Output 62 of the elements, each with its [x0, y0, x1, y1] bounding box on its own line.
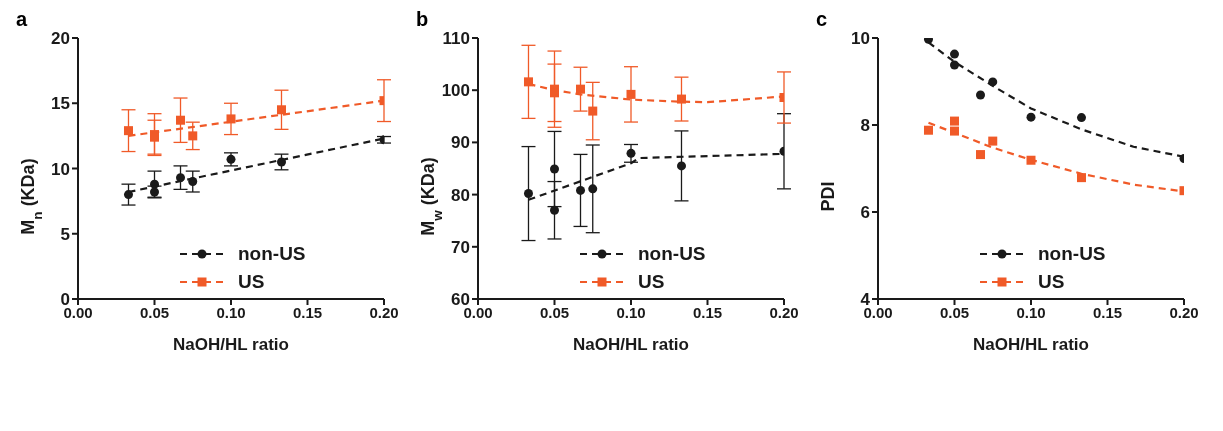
legend-label: non-US — [638, 243, 706, 265]
point — [176, 115, 186, 125]
point — [176, 173, 186, 183]
x-tick-label: 0.05 — [539, 303, 570, 321]
x-tick-label: 0.10 — [616, 303, 646, 321]
y-tick-label: 5 — [60, 224, 70, 244]
x-tick-label: 0.20 — [769, 303, 799, 321]
x-tick-label: 0.10 — [1016, 303, 1046, 321]
x-tick-label: 0.05 — [139, 303, 170, 321]
chart-title: c — [816, 8, 828, 31]
x-tick-label: 0.20 — [1169, 303, 1199, 321]
point — [976, 150, 986, 160]
chart-title: a — [16, 8, 28, 31]
point — [576, 185, 586, 195]
y-tick-label: 90 — [451, 133, 470, 153]
point — [523, 189, 533, 199]
point — [976, 90, 986, 100]
legend-label: US — [238, 271, 265, 293]
y-tick-label: 8 — [860, 116, 870, 136]
legend-label: US — [1038, 271, 1065, 293]
x-tick-label: 0.15 — [1092, 303, 1123, 321]
y-tick-label: 110 — [442, 29, 470, 49]
point — [988, 136, 998, 146]
x-axis-title: NaOH/HL ratio — [973, 335, 1089, 354]
x-tick-label: 0.15 — [292, 303, 323, 321]
legend-label: non-US — [238, 243, 306, 265]
x-tick-label: 0.20 — [369, 303, 399, 321]
point — [626, 148, 636, 158]
point — [276, 105, 286, 115]
y-tick-label: 20 — [51, 29, 70, 49]
point — [588, 184, 598, 194]
point — [923, 125, 933, 135]
y-tick-label: 10 — [851, 29, 870, 49]
point — [576, 84, 586, 94]
y-tick-label: 15 — [51, 94, 70, 114]
legend-label: non-US — [1038, 243, 1106, 265]
x-tick-label: 0.05 — [939, 303, 970, 321]
y-axis-title: PDI — [818, 181, 838, 212]
x-axis-title: NaOH/HL ratio — [573, 335, 689, 354]
point — [123, 190, 133, 200]
point — [950, 116, 959, 126]
point — [226, 114, 236, 124]
x-tick-label: 0.10 — [216, 303, 246, 321]
y-tick-label: 10 — [51, 159, 70, 179]
point — [1076, 113, 1086, 123]
point — [950, 49, 959, 59]
chart-title: b — [416, 8, 429, 31]
y-tick-label: 80 — [451, 185, 470, 205]
x-tick-label: 0.15 — [692, 303, 723, 321]
point — [1026, 112, 1036, 122]
y-tick-label: 6 — [860, 203, 870, 223]
point — [626, 89, 636, 99]
point — [123, 126, 133, 136]
point — [588, 106, 598, 116]
y-tick-label: 70 — [451, 237, 470, 257]
point — [676, 161, 686, 171]
point — [550, 205, 559, 215]
x-axis-title: NaOH/HL ratio — [173, 335, 289, 354]
point — [188, 131, 198, 141]
y-tick-label: 100 — [441, 81, 470, 101]
point — [550, 164, 559, 174]
legend-label: US — [638, 271, 665, 293]
